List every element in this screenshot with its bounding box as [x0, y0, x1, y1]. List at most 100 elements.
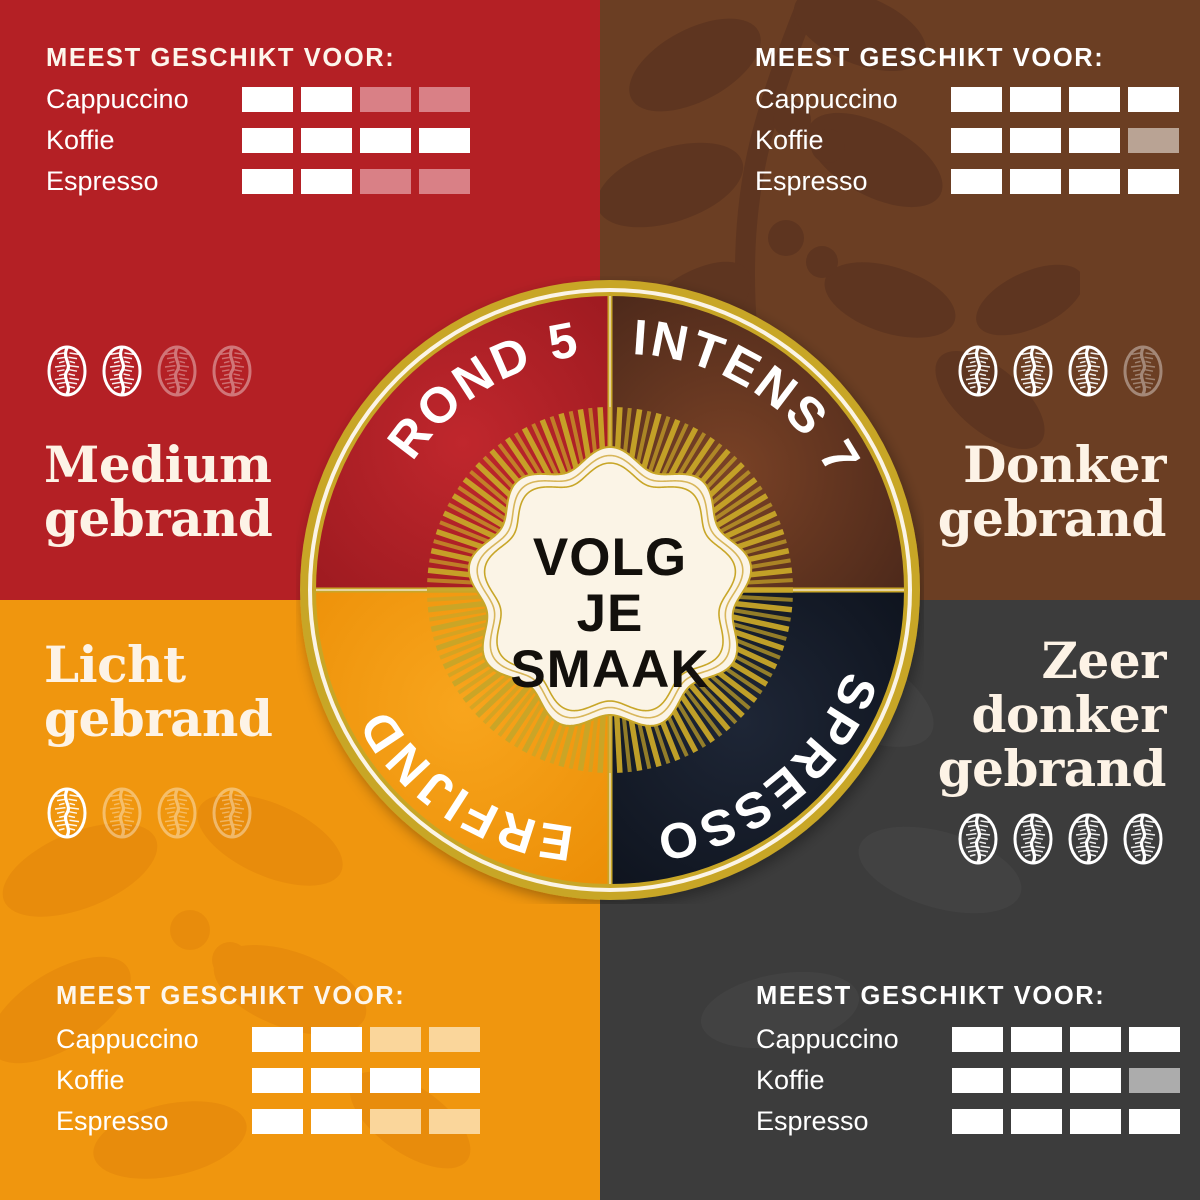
meter-box-empty: [370, 1109, 421, 1134]
coffee-bean-filled: [1067, 344, 1109, 398]
suitability-label: Cappuccino: [756, 1024, 899, 1054]
meter-box-empty: [360, 87, 411, 112]
coffee-bean-icon: [102, 787, 142, 839]
suitability-light: MEEST GESCHIKT VOOR: Cappuccino Koffie Esp…: [56, 982, 526, 1142]
bean-rating-dark: [957, 344, 1164, 398]
suitability-title: MEEST GESCHIKT VOOR:: [755, 44, 1105, 72]
suitability-meter: [252, 1027, 480, 1052]
meter-box-filled: [419, 128, 470, 153]
center-line-3: SMAAK: [510, 640, 709, 699]
meter-box-filled: [1070, 1068, 1121, 1093]
coffee-bean-icon: [1123, 813, 1163, 865]
meter-box-filled: [952, 1109, 1003, 1134]
suitability-rows: Cappuccino Koffie Espresso: [56, 1019, 526, 1142]
flavour-wheel[interactable]: ROND 5 INTENS 7 ESPRESSO 9 VERFIJND 3 VO…: [296, 276, 924, 904]
coffee-bean-icon: [1123, 345, 1163, 397]
meter-box-empty: [1128, 128, 1179, 153]
coffee-bean-filled: [957, 344, 999, 398]
coffee-bean-icon: [1013, 813, 1053, 865]
suitability-meter: [952, 1109, 1180, 1134]
meter-box-filled: [1128, 169, 1179, 194]
suitability-row: Cappuccino: [46, 79, 516, 120]
coffee-bean-dim: [211, 786, 253, 840]
suitability-label: Koffie: [56, 1065, 125, 1095]
meter-box-filled: [952, 1068, 1003, 1093]
suitability-label: Koffie: [755, 125, 824, 155]
meter-box-filled: [311, 1068, 362, 1093]
suitability-meter: [951, 128, 1179, 153]
suitability-label: Espresso: [756, 1106, 869, 1136]
roast-name-light: Licht gebrand: [44, 635, 273, 748]
coffee-bean-icon: [47, 345, 87, 397]
meter-box-filled: [301, 87, 352, 112]
suitability-medium: MEEST GESCHIKT VOOR: Cappuccino Koffie Esp…: [46, 44, 516, 202]
suitability-title: MEEST GESCHIKT VOOR:: [756, 982, 1106, 1010]
meter-box-filled: [370, 1068, 421, 1093]
center-line-2: JE: [577, 584, 644, 643]
meter-box-filled: [1011, 1027, 1062, 1052]
suitability-row: Koffie: [756, 1060, 1200, 1101]
meter-box-filled: [1010, 169, 1061, 194]
coffee-bean-filled: [1122, 812, 1164, 866]
meter-box-filled: [360, 128, 411, 153]
roast-name-very-dark: Zeer donker gebrand: [937, 634, 1167, 798]
suitability-label: Cappuccino: [755, 84, 898, 114]
suitability-meter: [252, 1068, 480, 1093]
coffee-bean-icon: [212, 787, 252, 839]
suitability-row: Koffie: [46, 120, 516, 161]
suitability-meter: [242, 87, 470, 112]
suitability-meter: [952, 1027, 1180, 1052]
roast-name-medium: Medium gebrand: [44, 438, 273, 546]
suitability-title: MEEST GESCHIKT VOOR:: [46, 44, 396, 72]
suitability-label: Cappuccino: [46, 84, 189, 114]
roast-name-line: gebrand: [937, 489, 1167, 548]
coffee-bean-filled: [46, 786, 88, 840]
roast-name-line: Licht: [44, 635, 186, 694]
meter-box-filled: [952, 1027, 1003, 1052]
roast-name-line: gebrand: [937, 739, 1167, 798]
coffee-bean-dim: [211, 344, 253, 398]
coffee-bean-icon: [102, 345, 142, 397]
meter-box-empty: [1129, 1068, 1180, 1093]
meter-box-empty: [360, 169, 411, 194]
coffee-bean-icon: [157, 787, 197, 839]
suitability-label: Espresso: [755, 166, 868, 196]
meter-box-filled: [951, 169, 1002, 194]
coffee-bean-filled: [1067, 812, 1109, 866]
suitability-label: Koffie: [756, 1065, 825, 1095]
center-badge: [467, 445, 753, 727]
meter-box-filled: [1128, 87, 1179, 112]
suitability-rows: Cappuccino Koffie Espresso: [755, 79, 1200, 202]
meter-box-filled: [301, 128, 352, 153]
bean-rating-medium: [46, 344, 253, 398]
suitability-rows: Cappuccino Koffie Espresso: [756, 1019, 1200, 1142]
bean-rating-light: [46, 786, 253, 840]
meter-box-empty: [419, 87, 470, 112]
suitability-row: Espresso: [56, 1101, 526, 1142]
coffee-bean-filled: [101, 344, 143, 398]
bean-rating-very-dark: [957, 812, 1164, 866]
roast-name-line: Donker: [963, 435, 1166, 494]
meter-box-filled: [1011, 1109, 1062, 1134]
suitability-very-dark: MEEST GESCHIKT VOOR: Cappuccino Koffie Esp…: [756, 982, 1200, 1142]
meter-box-filled: [1129, 1109, 1180, 1134]
meter-box-filled: [1129, 1027, 1180, 1052]
suitability-row: Koffie: [755, 120, 1200, 161]
suitability-row: Espresso: [46, 161, 516, 202]
meter-box-filled: [311, 1027, 362, 1052]
suitability-meter: [242, 169, 470, 194]
coffee-bean-icon: [157, 345, 197, 397]
suitability-dark: MEEST GESCHIKT VOOR: Cappuccino Koffie Esp…: [755, 44, 1200, 202]
coffee-bean-dim: [156, 344, 198, 398]
roast-name-line: gebrand: [44, 689, 273, 748]
coffee-bean-icon: [212, 345, 252, 397]
suitability-row: Koffie: [56, 1060, 526, 1101]
meter-box-filled: [1069, 169, 1120, 194]
meter-box-empty: [429, 1109, 480, 1134]
coffee-bean-filled: [1012, 812, 1054, 866]
center-line-1: VOLG: [533, 528, 687, 587]
coffee-bean-icon: [958, 345, 998, 397]
coffee-bean-icon: [958, 813, 998, 865]
suitability-row: Espresso: [756, 1101, 1200, 1142]
coffee-bean-dim: [156, 786, 198, 840]
